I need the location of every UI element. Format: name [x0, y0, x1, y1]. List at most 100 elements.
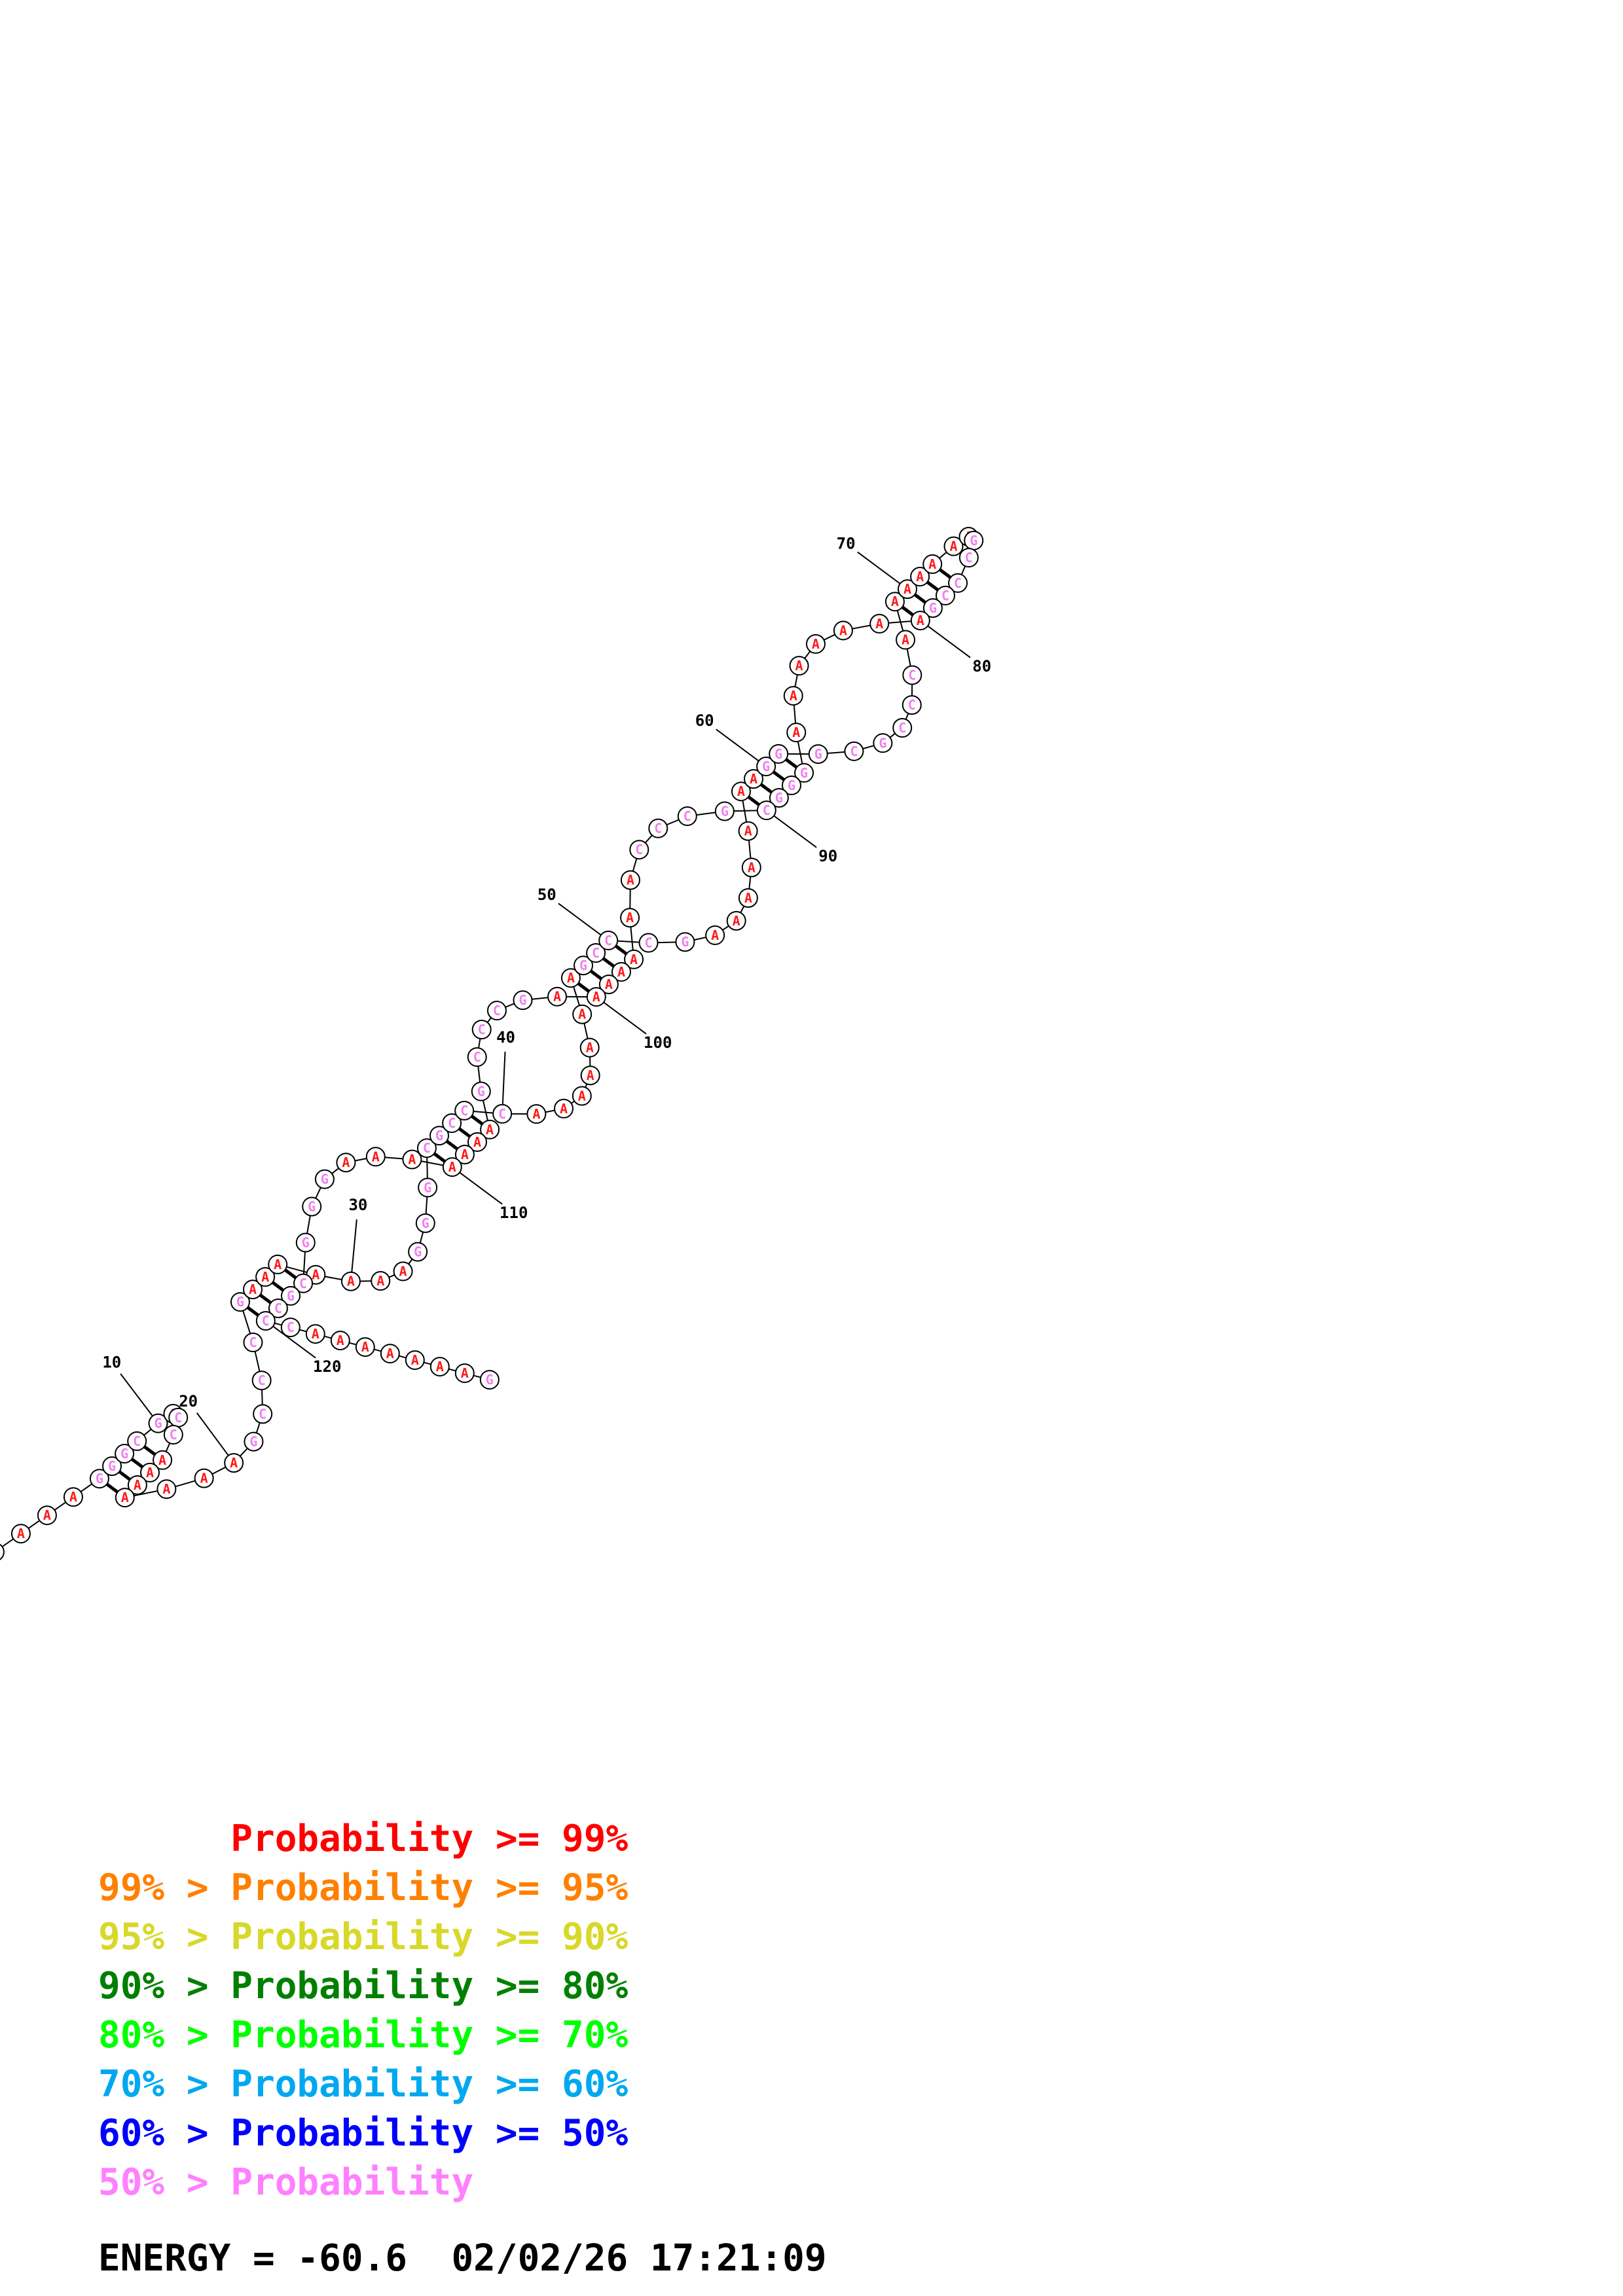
nucleotide-circle [243, 1333, 263, 1353]
nucleotide-circle [675, 932, 695, 952]
nucleotide: A [139, 1462, 160, 1482]
nucleotide-letter: G [249, 1434, 257, 1450]
nucleotide-letter: C [262, 1313, 270, 1329]
nucleotide-letter: A [578, 1088, 586, 1103]
nucleotide-letter: C [473, 1049, 481, 1065]
nucleotide-letter: A [312, 1326, 319, 1342]
nucleotide-letter: A [792, 725, 800, 740]
nucleotide: G [115, 1444, 135, 1464]
nucleotide: G [415, 1213, 435, 1233]
nucleotide: G [794, 762, 814, 783]
nucleotide: A [572, 1004, 593, 1024]
nucleotide: A [922, 554, 943, 574]
nucleotide-circle [10, 1524, 31, 1544]
position-label: 50 [538, 886, 556, 904]
legend-row: Probability >= 99% [98, 1818, 629, 1860]
position-label: 90 [818, 847, 837, 865]
nucleotide-letter: G [800, 765, 808, 781]
nucleotide-letter: G [424, 1179, 431, 1195]
nucleotide: A [579, 1037, 600, 1058]
nucleotide: A [869, 613, 890, 634]
nucleotide-circle [486, 1001, 507, 1021]
nucleotide: A [380, 1344, 400, 1364]
nucleotide-letter: C [498, 1106, 506, 1122]
nucleotide: C [486, 1001, 507, 1021]
nucleotide: A [898, 579, 918, 600]
nucleotide-letter: A [347, 1274, 355, 1289]
nucleotide-circle [380, 1344, 400, 1364]
nucleotide-circle [127, 1475, 147, 1495]
nucleotide-circle [429, 1357, 450, 1377]
position-tick [716, 728, 767, 767]
nucleotide: A [156, 1479, 177, 1499]
nucleotide-circle [408, 1242, 428, 1262]
nucleotide: C [163, 1425, 183, 1445]
nucleotide-circle [405, 1350, 425, 1371]
nucleotide-circle [295, 1232, 316, 1253]
nucleotide: A [741, 857, 761, 878]
nucleotide: A [255, 1267, 276, 1287]
nucleotide-letter: A [461, 1147, 469, 1162]
nucleotide-circle [253, 1404, 273, 1424]
nucleotide-circle [786, 723, 807, 743]
nucleotide-circle [415, 1213, 435, 1233]
nucleotide: C [598, 930, 619, 950]
nucleotide-circle [102, 1456, 122, 1477]
nucleotide-circle [513, 990, 533, 1011]
nucleotide-letter: A [230, 1455, 238, 1471]
nucleotide: A [153, 1450, 173, 1470]
nucleotide-circle [163, 1425, 183, 1445]
nucleotide: G [873, 733, 893, 753]
nucleotide-circle [393, 1261, 413, 1282]
nucleotide-circle [416, 1138, 437, 1158]
position-ticks [120, 551, 971, 1463]
nucleotide: A [405, 1350, 425, 1371]
nucleotide-letter: G [287, 1288, 295, 1304]
nucleotide-letter: C [763, 802, 771, 818]
nucleotide-letter: A [627, 872, 634, 888]
nucleotide-circle [314, 1169, 335, 1189]
nucleotide: C [756, 800, 776, 821]
nucleotide: A [726, 910, 746, 931]
nucleotide-letter: C [493, 1003, 501, 1018]
nucleotide-circle [805, 634, 826, 654]
nucleotide: A [0, 1543, 5, 1560]
nucleotide: G [295, 1232, 316, 1253]
nucleotide-letter: G [788, 778, 795, 793]
nucleotide-letter: A [146, 1465, 154, 1480]
position-label: 20 [179, 1392, 198, 1410]
nucleotide: C [255, 1311, 276, 1331]
nucleotide: A [393, 1261, 413, 1282]
nucleotide: C [844, 741, 864, 761]
nucleotide: G [714, 801, 735, 821]
nucleotide-circle [268, 1298, 288, 1318]
nucleotide-circle [115, 1444, 135, 1464]
nucleotide-letter: A [812, 636, 820, 652]
nucleotide-letter: A [748, 859, 756, 875]
nucleotide-letter: C [592, 945, 600, 961]
nucleotide: A [454, 1144, 475, 1164]
nucleotide-letter: C [423, 1140, 431, 1156]
nucleotide-circle [572, 1004, 593, 1024]
nucleotide-letter: A [839, 622, 847, 638]
nucleotide: C [168, 1407, 189, 1427]
nucleotide-circle [958, 548, 979, 568]
nucleotide-circle [492, 1103, 513, 1124]
nucleotide: G [302, 1196, 322, 1217]
nucleotide-letter: A [376, 1273, 384, 1289]
nucleotide: G [574, 956, 594, 976]
legend-row: 80% > Probability >= 70% [98, 2014, 629, 2056]
nucleotide-letter: A [486, 1122, 494, 1138]
nucleotide-circle [884, 592, 905, 612]
nucleotide: A [10, 1524, 31, 1544]
nucleotide: A [454, 1363, 475, 1384]
nucleotide: A [805, 634, 826, 654]
nucleotide: A [910, 567, 930, 587]
nucleotide-circle [467, 1132, 487, 1152]
nucleotide: G [408, 1242, 428, 1262]
nucleotide: G [244, 1431, 264, 1452]
nucleotide-letter: A [795, 658, 803, 673]
nucleotide-circle [783, 686, 803, 706]
nucleotide-circle [844, 741, 864, 761]
nucleotide: A [611, 961, 631, 982]
